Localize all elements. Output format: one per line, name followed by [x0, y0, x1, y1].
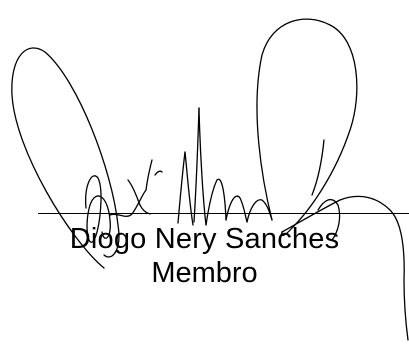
signer-role: Membro: [151, 257, 258, 289]
signer-name: Diogo Nery Sanches: [69, 223, 340, 255]
signature-line: [38, 213, 409, 214]
